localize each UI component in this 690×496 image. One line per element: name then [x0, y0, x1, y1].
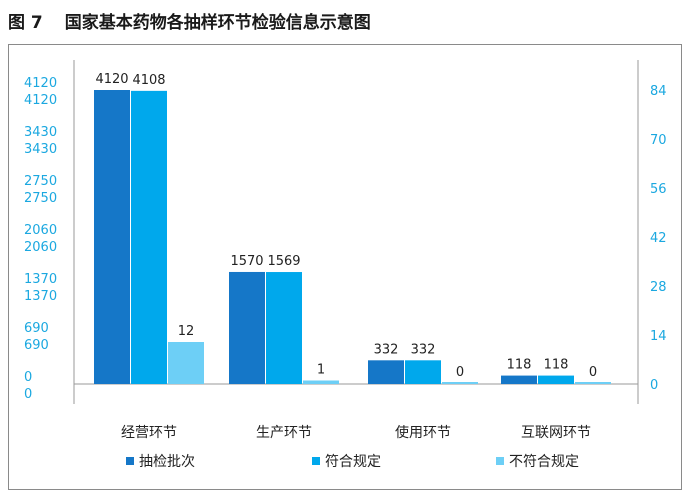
- left-tick-label: 690: [24, 321, 49, 336]
- bar: [575, 382, 611, 384]
- right-tick-label: 14: [650, 329, 667, 344]
- legend-swatch: [126, 457, 134, 465]
- bar: [131, 90, 167, 384]
- data-label: 332: [411, 342, 436, 357]
- right-tick-label: 84: [650, 84, 667, 99]
- legend-swatch: [496, 457, 504, 465]
- left-tick-label: 2750: [24, 174, 57, 189]
- left-tick-label-duplicate: 690: [24, 338, 49, 353]
- category-label: 互联网环节: [521, 425, 591, 441]
- data-label: 1569: [267, 254, 300, 269]
- left-tick-label-duplicate: 2060: [24, 240, 57, 255]
- left-tick-label-duplicate: 0: [24, 387, 32, 402]
- right-tick-label: 42: [650, 231, 667, 246]
- figure-title: 图 7 国家基本药物各抽样环节检验信息示意图: [8, 8, 371, 33]
- chart-frame: [8, 44, 682, 490]
- left-tick-label-duplicate: 2750: [24, 191, 57, 206]
- right-tick-label: 0: [650, 378, 658, 393]
- bar: [303, 380, 339, 384]
- data-label: 1: [317, 363, 325, 378]
- figure-number: 图 7: [8, 13, 43, 33]
- data-label: 4108: [132, 73, 165, 88]
- right-tick-label: 28: [650, 280, 667, 295]
- data-label: 4120: [95, 72, 128, 87]
- figure-title-text: 国家基本药物各抽样环节检验信息示意图: [64, 13, 371, 33]
- left-tick-label: 3430: [24, 125, 57, 140]
- bar: [266, 272, 302, 384]
- data-label: 1570: [230, 254, 263, 269]
- legend-label: 符合规定: [325, 454, 381, 470]
- category-label: 使用环节: [395, 424, 451, 441]
- legend-swatch: [312, 457, 320, 465]
- legend-label: 不符合规定: [509, 454, 579, 470]
- left-tick-label-duplicate: 1370: [24, 289, 57, 304]
- data-label: 0: [456, 365, 464, 380]
- data-label: 118: [544, 358, 569, 373]
- data-label: 118: [507, 358, 532, 373]
- data-label: 332: [374, 342, 399, 357]
- bar: [368, 360, 404, 384]
- data-label: 12: [178, 324, 195, 339]
- bar: [229, 271, 265, 384]
- bar: [538, 375, 574, 384]
- right-tick-label: 70: [650, 133, 667, 148]
- bar: [405, 360, 441, 384]
- bar: [501, 375, 537, 384]
- category-label: 生产环节: [256, 425, 312, 441]
- left-tick-label: 1370: [24, 272, 57, 287]
- left-tick-label-duplicate: 4120: [24, 93, 57, 108]
- left-tick-label-duplicate: 3430: [24, 142, 57, 157]
- bar: [442, 382, 478, 384]
- bar: [94, 90, 130, 384]
- right-tick-label: 56: [650, 182, 667, 197]
- left-tick-label: 4120: [24, 76, 57, 91]
- data-label: 0: [589, 365, 597, 380]
- legend-label: 抽检批次: [139, 454, 195, 470]
- left-tick-label: 0: [24, 370, 32, 385]
- category-label: 经营环节: [121, 425, 177, 441]
- left-tick-label: 2060: [24, 223, 57, 238]
- bar: [168, 342, 204, 384]
